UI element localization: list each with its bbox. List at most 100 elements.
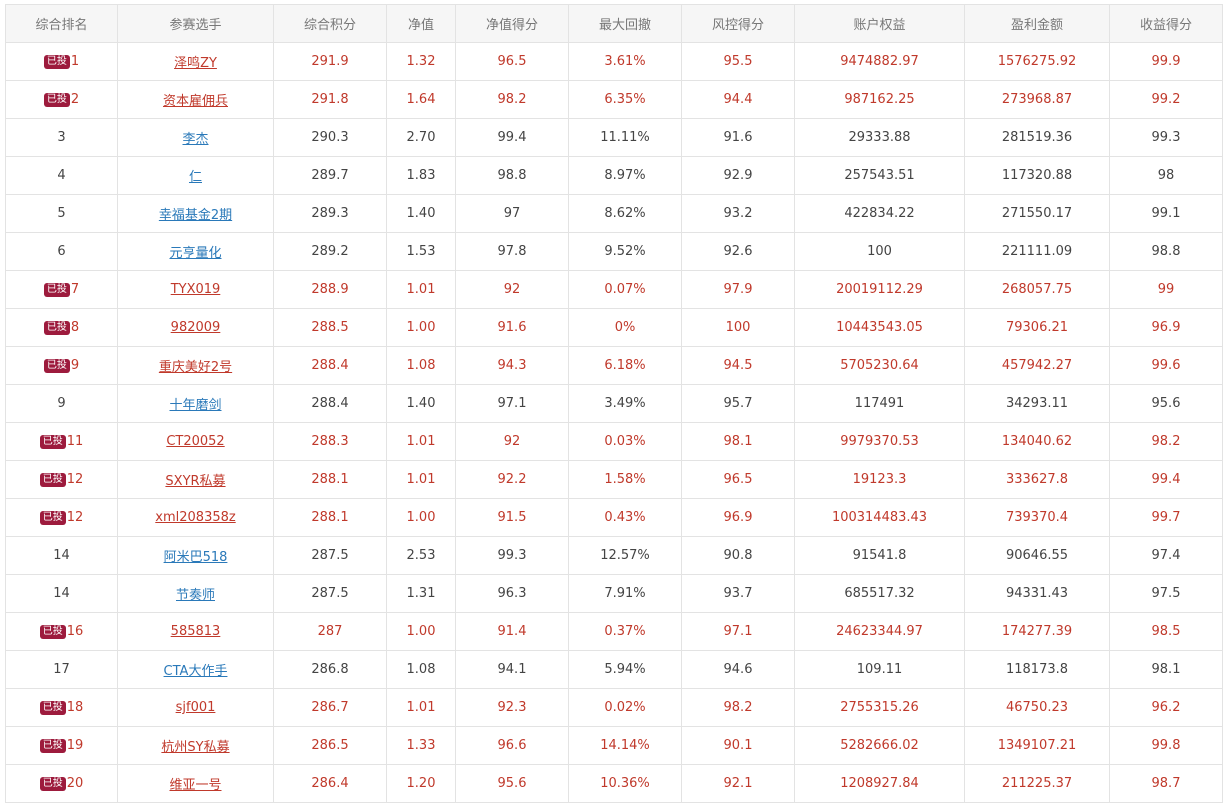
nav-score-cell: 92: [455, 270, 569, 309]
header-rank[interactable]: 综合排名: [5, 4, 118, 43]
player-link[interactable]: CTA大作手: [163, 664, 228, 679]
invested-badge: 已投: [43, 359, 70, 373]
nav-cell: 1.08: [386, 650, 456, 689]
risk-score-cell: 96.5: [681, 460, 795, 499]
player-link[interactable]: 节奏师: [175, 588, 215, 603]
table-row: 4 仁 289.7 1.83 98.8 8.97% 92.9 257543.51 117320.…: [5, 156, 1223, 195]
table-row: 已投 2 资本雇佣兵 291.8 1.64 98.2 6.35% 94.4 987162.25 2…: [5, 80, 1223, 119]
player-link[interactable]: 十年磨剑: [169, 398, 222, 413]
player-link[interactable]: 仁: [188, 170, 202, 185]
player-cell: 杭州SY私募: [117, 726, 274, 765]
nav-cell: 1.01: [386, 270, 456, 309]
risk-score-cell: 93.7: [681, 574, 795, 613]
nav-cell: 1.01: [386, 460, 456, 499]
player-link[interactable]: 元亨量化: [169, 246, 222, 261]
return-score-cell: 99.8: [1109, 726, 1223, 765]
table-row: 已投 16 585813 287 1.00 91.4 0.37% 97.1 24623344.9…: [5, 612, 1223, 651]
player-link[interactable]: 杭州SY私募: [161, 740, 230, 755]
player-link[interactable]: 幸福基金2期: [158, 208, 233, 223]
total-score-cell: 288.5: [273, 308, 387, 347]
total-score-cell: 286.7: [273, 688, 387, 727]
player-link[interactable]: 资本雇佣兵: [162, 94, 228, 109]
player-link[interactable]: 重庆美好2号: [158, 360, 233, 375]
nav-cell: 1.00: [386, 308, 456, 347]
total-score-cell: 288.9: [273, 270, 387, 309]
risk-score-cell: 95.5: [681, 42, 795, 81]
nav-cell: 1.53: [386, 232, 456, 271]
rank-value: 14: [53, 586, 70, 601]
return-score-cell: 96.2: [1109, 688, 1223, 727]
max-drawdown-cell: 0.03%: [568, 422, 682, 461]
return-score-cell: 99.3: [1109, 118, 1223, 157]
total-score-cell: 287: [273, 612, 387, 651]
total-score-cell: 288.4: [273, 384, 387, 423]
header-player[interactable]: 参赛选手: [117, 4, 274, 43]
return-score-cell: 98.8: [1109, 232, 1223, 271]
rank-cell: 4: [5, 156, 118, 195]
nav-score-cell: 92.2: [455, 460, 569, 499]
nav-score-cell: 96.3: [455, 574, 569, 613]
total-score-cell: 286.5: [273, 726, 387, 765]
profit-cell: 271550.17: [964, 194, 1110, 233]
player-link[interactable]: TYX019: [170, 282, 221, 297]
player-link[interactable]: 泽鸣ZY: [174, 56, 217, 71]
player-cell: 维亚一号: [117, 764, 274, 803]
player-link[interactable]: sjf001: [175, 700, 216, 715]
header-profit[interactable]: 盈利金额: [964, 4, 1110, 43]
rank-value: 16: [66, 624, 84, 639]
table-row: 已投 12 SXYR私募 288.1 1.01 92.2 1.58% 96.5 19123.3 3…: [5, 460, 1223, 499]
player-link[interactable]: 585813: [170, 624, 221, 639]
rank-cell: 已投 2: [5, 80, 118, 119]
profit-cell: 118173.8: [964, 650, 1110, 689]
max-drawdown-cell: 6.18%: [568, 346, 682, 385]
player-cell: CT20052: [117, 422, 274, 461]
table-row: 已投 7 TYX019 288.9 1.01 92 0.07% 97.9 20019112.29…: [5, 270, 1223, 309]
profit-cell: 457942.27: [964, 346, 1110, 385]
profit-cell: 79306.21: [964, 308, 1110, 347]
max-drawdown-cell: 3.49%: [568, 384, 682, 423]
equity-cell: 257543.51: [794, 156, 965, 195]
nav-cell: 1.83: [386, 156, 456, 195]
risk-score-cell: 93.2: [681, 194, 795, 233]
header-total-score[interactable]: 综合积分: [273, 4, 387, 43]
nav-score-cell: 96.5: [455, 42, 569, 81]
nav-cell: 1.01: [386, 422, 456, 461]
risk-score-cell: 98.2: [681, 688, 795, 727]
max-drawdown-cell: 7.91%: [568, 574, 682, 613]
rank-cell: 已投 7: [5, 270, 118, 309]
invested-badge: 已投: [39, 625, 66, 639]
max-drawdown-cell: 12.57%: [568, 536, 682, 575]
header-return-score[interactable]: 收益得分: [1109, 4, 1223, 43]
risk-score-cell: 97.9: [681, 270, 795, 309]
player-link[interactable]: 维亚一号: [169, 778, 222, 793]
profit-cell: 268057.75: [964, 270, 1110, 309]
player-link[interactable]: CT20052: [166, 434, 225, 449]
rank-cell: 6: [5, 232, 118, 271]
header-risk-score[interactable]: 风控得分: [681, 4, 795, 43]
player-link[interactable]: 李杰: [182, 132, 209, 147]
table-row: 14 阿米巴518 287.5 2.53 99.3 12.57% 90.8 91541.8 90…: [5, 536, 1223, 575]
nav-cell: 1.08: [386, 346, 456, 385]
table-row: 已投 8 982009 288.5 1.00 91.6 0% 100 10443543.05 79…: [5, 308, 1223, 347]
rank-value: 5: [57, 206, 66, 221]
risk-score-cell: 94.5: [681, 346, 795, 385]
player-link[interactable]: 阿米巴518: [163, 550, 228, 565]
player-link[interactable]: 982009: [170, 320, 221, 335]
invested-badge: 已投: [39, 435, 66, 449]
return-score-cell: 99.9: [1109, 42, 1223, 81]
header-max-drawdown[interactable]: 最大回撤: [568, 4, 682, 43]
total-score-cell: 289.7: [273, 156, 387, 195]
profit-cell: 90646.55: [964, 536, 1110, 575]
total-score-cell: 288.3: [273, 422, 387, 461]
nav-cell: 2.70: [386, 118, 456, 157]
nav-score-cell: 97.8: [455, 232, 569, 271]
header-equity[interactable]: 账户权益: [794, 4, 965, 43]
equity-cell: 5282666.02: [794, 726, 965, 765]
header-nav[interactable]: 净值: [386, 4, 456, 43]
player-link[interactable]: SXYR私募: [165, 474, 226, 489]
rank-cell: 已投 12: [5, 460, 118, 499]
header-nav-score[interactable]: 净值得分: [455, 4, 569, 43]
player-link[interactable]: xml208358z: [155, 510, 236, 525]
rank-cell: 已投 11: [5, 422, 118, 461]
